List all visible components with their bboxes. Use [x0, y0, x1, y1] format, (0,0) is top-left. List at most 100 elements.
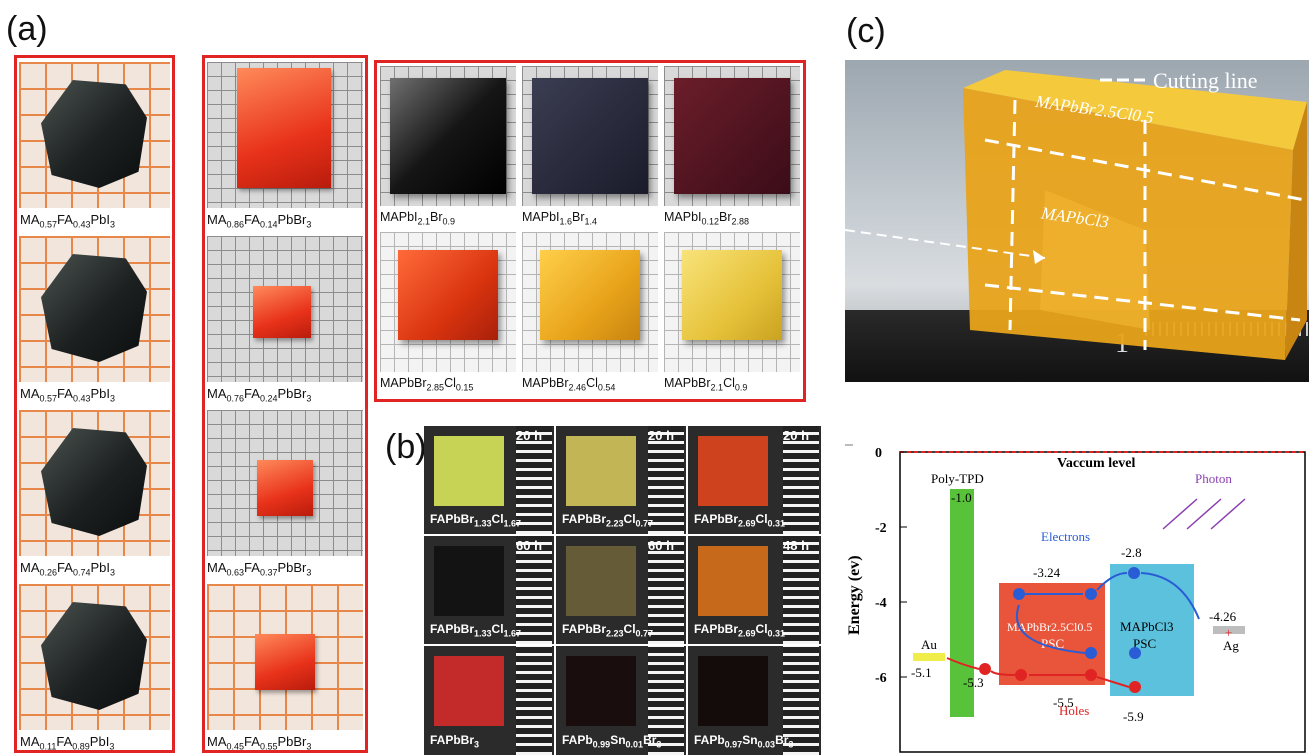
subscript: 0.37 [259, 567, 278, 578]
formula-part: PbI [90, 212, 110, 227]
crystal-shape [253, 286, 311, 338]
hole-left-value: -5.3 [963, 675, 984, 690]
subscript: 1.33 [474, 518, 492, 529]
sample-crystal [698, 436, 768, 506]
subscript: 0.99 [592, 739, 611, 750]
crystal-shape [237, 68, 331, 188]
psc1-label: MAPbBr2.5Cl0.5 [1007, 620, 1092, 634]
subscript: 0.24 [259, 393, 278, 404]
subscript: 0.86 [226, 219, 245, 230]
subscript: 1.67 [503, 518, 522, 529]
crystal-photo [207, 584, 363, 730]
formula-part: FA [56, 734, 73, 749]
electron-dots [1013, 567, 1141, 659]
psc1-cb-value: -3.24 [1033, 565, 1061, 580]
ruler-scale [648, 426, 684, 534]
subscript: 0.97 [724, 739, 743, 750]
formula-part: MA [20, 386, 40, 401]
subscript: 0.54 [597, 382, 616, 393]
y-tick-label: -6 [875, 671, 887, 686]
crystal-shape [41, 602, 147, 710]
subscript: 0.55 [259, 741, 278, 752]
subscript: 2.88 [731, 216, 750, 227]
composition-label: MAPbBr2.1Cl0.9 [664, 376, 747, 393]
formula-part: Sn [610, 733, 626, 747]
composition-label: MAPbI2.1Br0.9 [380, 210, 455, 227]
ruler-scale [516, 536, 552, 644]
sample-photo: 20 h FAPbBr2.69Cl0.31 [688, 426, 821, 534]
formula-part: Cl [623, 512, 636, 526]
crystal-photo [522, 232, 658, 372]
ruler-scale [516, 646, 552, 755]
subscript: 0.12 [701, 216, 720, 227]
time-label: 60 h [648, 538, 675, 553]
subscript: 3 [788, 739, 794, 750]
panel-c-letter: (c) [846, 12, 886, 50]
subscript: 0.89 [72, 741, 90, 752]
subscript: 2.23 [606, 518, 624, 529]
subscript: 3 [306, 219, 312, 230]
formula-part: FAPbBr [430, 733, 475, 747]
photon-arrows [1162, 498, 1246, 530]
formula-part: FAPbBr [430, 512, 475, 526]
formula-part: PbBr [277, 560, 307, 575]
ruler-scale [783, 536, 819, 644]
pointer-line [845, 229, 1046, 259]
sample-photo: FAPb0.97Sn0.03Br3 [688, 646, 821, 755]
crystal-side-face [1285, 102, 1307, 360]
subscript: 2.69 [738, 518, 756, 529]
crystal-photo [664, 66, 800, 206]
inner-crystal [1040, 190, 1150, 330]
formula-part: PbI [90, 560, 110, 575]
formula-part: PbI [90, 386, 110, 401]
subscript: 3 [306, 393, 312, 404]
y-ticks: 0 -2 -4 -6 [875, 446, 907, 686]
formula-part: PbBr [277, 734, 307, 749]
subscript: 0.15 [455, 382, 474, 393]
sample-crystal [698, 546, 768, 616]
psc2-cb-value: -2.8 [1121, 545, 1142, 560]
subscript: 3 [306, 567, 312, 578]
subscript: 3 [474, 739, 480, 750]
formula-part: PbI [89, 734, 110, 749]
crystal-photo [19, 236, 170, 382]
poly-tpd-value: -1.0 [951, 490, 972, 505]
sample-crystal [566, 546, 636, 616]
sample-label: FAPbBr2.69Cl0.31 [694, 622, 785, 638]
panel-a-grid-frame [374, 60, 806, 402]
formula-part: MAPbI [664, 210, 702, 224]
subscript: 3 [109, 567, 115, 578]
subscript: 0.77 [635, 628, 654, 639]
formula-part: MA [20, 734, 40, 749]
subscript: 3 [109, 741, 115, 752]
sample-crystal [566, 656, 636, 726]
sample-crystal [698, 656, 768, 726]
composition-label: MA0.11FA0.89PbI3 [20, 734, 114, 752]
formula-part: FA [244, 734, 260, 749]
formula-part: Br [775, 733, 789, 747]
sample-photo: 48 h FAPbBr2.69Cl0.31 [688, 536, 821, 644]
formula-part: Cl [623, 622, 636, 636]
composition-label: MA0.57FA0.43PbI3 [20, 386, 115, 404]
sample-label: FAPb0.99Sn0.01Br3 [562, 733, 661, 749]
subscript: 0.63 [226, 567, 245, 578]
sample-label: FAPb0.97Sn0.03Br3 [694, 733, 793, 749]
subscript: 0.43 [72, 393, 91, 404]
subscript: 2.1 [417, 216, 431, 227]
sample-crystal [566, 436, 636, 506]
subscript: 1.33 [474, 628, 492, 639]
composition-label: MAPbBr2.46Cl0.54 [522, 376, 615, 393]
holes-label: Holes [1059, 703, 1089, 718]
subscript: 3 [656, 739, 662, 750]
subscript: 0.31 [767, 518, 786, 529]
subscript: 0.31 [767, 628, 786, 639]
psc2-bar [1110, 564, 1194, 696]
panel-c-photo: 1 Cutting line MAPbBr2.5Cl0.5 MAPbCl3 [845, 60, 1309, 382]
formula-part: MAPbI [522, 210, 560, 224]
composition-label: MA0.86FA0.14PbBr3 [207, 212, 311, 230]
time-label: 60 h [516, 538, 543, 553]
crystal-shape [540, 250, 640, 340]
crystal-top-face [963, 70, 1307, 150]
crystal-shape [255, 634, 315, 690]
poly-tpd-bar [950, 489, 974, 717]
